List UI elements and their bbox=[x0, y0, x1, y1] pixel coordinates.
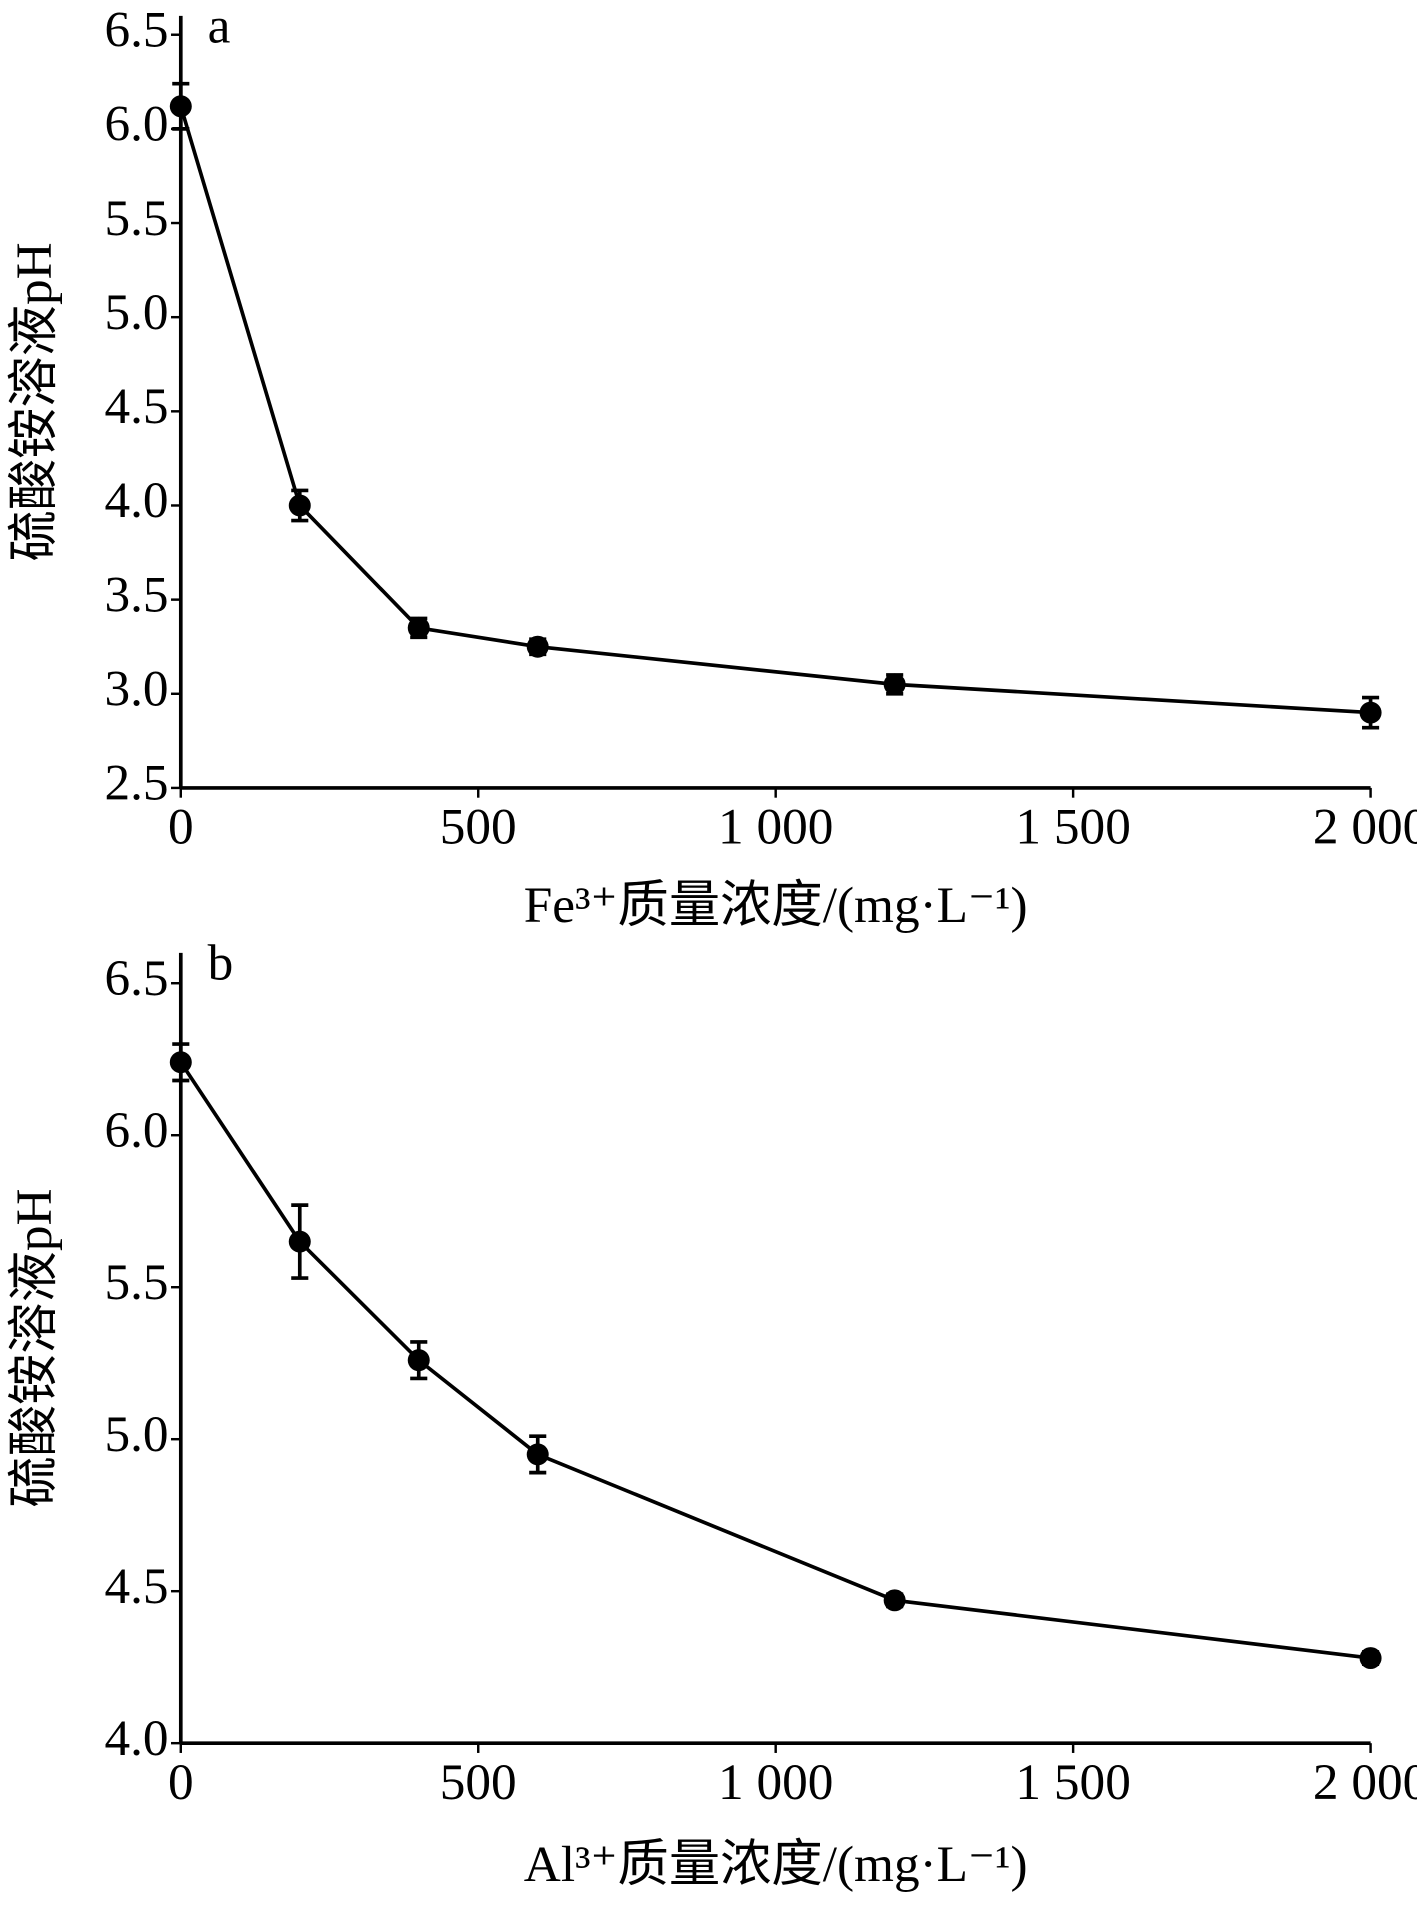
data-line bbox=[179, 105, 1371, 715]
x-axis-label: Al³⁺质量浓度/(mg·L⁻¹) bbox=[524, 1836, 1028, 1893]
data-point bbox=[883, 1589, 906, 1612]
y-tick-label: 5.0 bbox=[104, 1406, 168, 1463]
data-point bbox=[407, 1349, 430, 1372]
x-tick-label: 500 bbox=[440, 799, 517, 856]
y-tick-label: 4.0 bbox=[104, 1710, 168, 1767]
y-tick-label: 6.5 bbox=[104, 950, 168, 1007]
data-point bbox=[526, 1443, 549, 1466]
x-tick-label: 0 bbox=[168, 799, 194, 856]
y-tick-label: 5.5 bbox=[104, 190, 168, 247]
y-tick-label: 4.0 bbox=[104, 472, 168, 529]
y-tick-label: 4.5 bbox=[104, 1558, 168, 1615]
x-tick-label: 1 500 bbox=[1015, 1754, 1130, 1811]
x-tick-label: 2 000 bbox=[1313, 799, 1417, 856]
data-point bbox=[169, 95, 192, 118]
data-line bbox=[179, 1061, 1371, 1660]
y-tick-label: 5.0 bbox=[104, 284, 168, 341]
x-tick-label: 1 000 bbox=[718, 1754, 833, 1811]
x-tick-label: 1 500 bbox=[1015, 799, 1130, 856]
y-tick-label: 6.0 bbox=[104, 96, 168, 153]
x-tick-label: 500 bbox=[440, 1754, 517, 1811]
y-tick-label: 3.5 bbox=[104, 566, 168, 623]
data-point bbox=[526, 635, 549, 658]
data-point bbox=[883, 673, 906, 696]
data-point bbox=[407, 616, 430, 639]
y-axis-label: 硫酸铵溶液pH bbox=[6, 1188, 63, 1507]
x-tick-label: 0 bbox=[168, 1754, 194, 1811]
y-tick-label: 5.5 bbox=[104, 1254, 168, 1311]
x-tick-label: 2 000 bbox=[1313, 1754, 1417, 1811]
x-tick-label: 1 000 bbox=[718, 799, 833, 856]
y-tick-label: 3.0 bbox=[104, 661, 168, 718]
panel-label: a bbox=[208, 0, 231, 54]
data-point bbox=[169, 1051, 192, 1074]
y-tick-label: 6.0 bbox=[104, 1102, 168, 1159]
x-axis-label: Fe³⁺质量浓度/(mg·L⁻¹) bbox=[524, 877, 1028, 934]
y-tick-label: 6.5 bbox=[104, 2, 168, 59]
data-point bbox=[1359, 1647, 1382, 1670]
y-tick-label: 2.5 bbox=[104, 755, 168, 812]
data-point bbox=[288, 1230, 311, 1253]
y-axis-label: 硫酸铵溶液pH bbox=[6, 242, 63, 561]
y-tick-label: 4.5 bbox=[104, 378, 168, 435]
data-point bbox=[288, 494, 311, 517]
panel-label: b bbox=[208, 934, 234, 991]
data-point bbox=[1359, 701, 1382, 724]
